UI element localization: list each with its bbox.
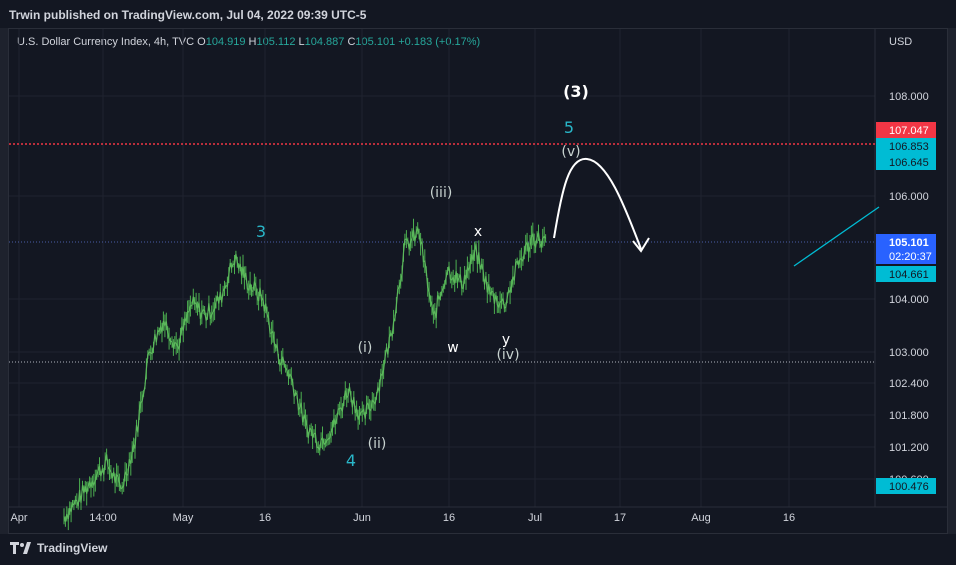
low-label: L (298, 36, 305, 48)
price-tag-106-853: 106.853 (889, 141, 929, 153)
price-chart[interactable]: 3 4 (i) (ii) (iii) w x y (iv) (v) 5 (3) … (9, 29, 948, 534)
price-tag-countdown: 02:20:37 (889, 251, 932, 263)
footer: TradingView (0, 534, 956, 565)
price-tag-107-047: 107.047 (889, 125, 929, 137)
x-tick-17: 17 (614, 512, 626, 524)
published-header: Trwin published on TradingView.com, Jul … (0, 0, 956, 28)
high-value: 105.112 (256, 36, 296, 48)
y-tick-101-2: 101.200 (889, 442, 929, 454)
close-label: C (347, 36, 356, 48)
y-tick-101-8: 101.800 (889, 410, 929, 422)
x-tick-jul: Jul (528, 512, 542, 524)
low-value: 104.887 (304, 36, 345, 48)
trend-line[interactable] (793, 206, 880, 267)
y-tick-102-4: 102.400 (889, 378, 929, 390)
price-tag-cyan1-bg (876, 138, 936, 154)
open-value: 104.919 (205, 36, 246, 48)
price-tag-cyan3-bg (876, 266, 936, 282)
symbol-name[interactable]: U.S. Dollar Currency Index, 4h, TVC (17, 36, 195, 48)
candles-group (63, 218, 547, 531)
wave-label-iii: (iii) (430, 185, 453, 201)
wave-label-w: w (447, 340, 458, 356)
price-tag-100-476: 100.476 (889, 481, 929, 493)
wave-label-ii: (ii) (368, 436, 387, 452)
close-value: 105.101 (355, 36, 396, 48)
wave-label-4: 4 (346, 451, 356, 470)
price-tag-cyan2-bg (876, 154, 936, 170)
price-tag-106-645: 106.645 (889, 157, 929, 169)
wave-label-i: (i) (358, 340, 373, 356)
currency-label: USD (889, 36, 913, 48)
wave-label-5: 5 (564, 118, 574, 137)
x-tick-16a: 16 (259, 512, 271, 524)
tradingview-brand[interactable]: TradingView (10, 541, 107, 555)
change-value: +0.183 (+0.17%) (398, 36, 481, 48)
price-trace (63, 226, 547, 522)
price-tag-red-bg (876, 122, 936, 138)
y-tick-104: 104.000 (889, 294, 929, 306)
high-label: H (248, 36, 257, 48)
chart-frame[interactable]: U.S. Dollar Currency Index, 4h, TVC O104… (8, 28, 948, 534)
x-tick-apr: Apr (10, 512, 27, 524)
projection-curve[interactable] (553, 157, 642, 250)
x-tick-16c: 16 (783, 512, 795, 524)
tradingview-logo-icon (10, 542, 31, 554)
y-tick-108: 108.000 (889, 91, 929, 103)
wave-label-x: x (474, 224, 482, 240)
wave-label-3: 3 (256, 222, 266, 241)
wave-label-3-major: (3) (563, 82, 589, 101)
price-tag-104-661: 104.661 (889, 269, 929, 281)
y-tick-103: 103.000 (889, 347, 929, 359)
wave-label-y: y (502, 332, 510, 348)
price-tag-cyan4-bg (876, 478, 936, 494)
x-tick-16b: 16 (443, 512, 455, 524)
x-tick-may: May (173, 512, 194, 524)
projection-arrowhead-icon (632, 237, 650, 253)
open-label: O (197, 36, 206, 48)
brand-text: TradingView (37, 541, 108, 555)
published-text: Trwin published on TradingView.com, Jul … (9, 8, 367, 22)
y-tick-106: 106.000 (889, 191, 929, 203)
price-tag-current: 105.101 (889, 237, 929, 249)
symbol-legend: U.S. Dollar Currency Index, 4h, TVC O104… (17, 36, 480, 48)
price-tag-current-bg (876, 234, 936, 264)
x-tick-jun: Jun (353, 512, 371, 524)
wave-label-v: (v) (561, 144, 580, 160)
x-tick-aug: Aug (691, 512, 711, 524)
wave-label-iv: (iv) (496, 347, 519, 363)
x-tick-1400: 14:00 (89, 512, 117, 524)
